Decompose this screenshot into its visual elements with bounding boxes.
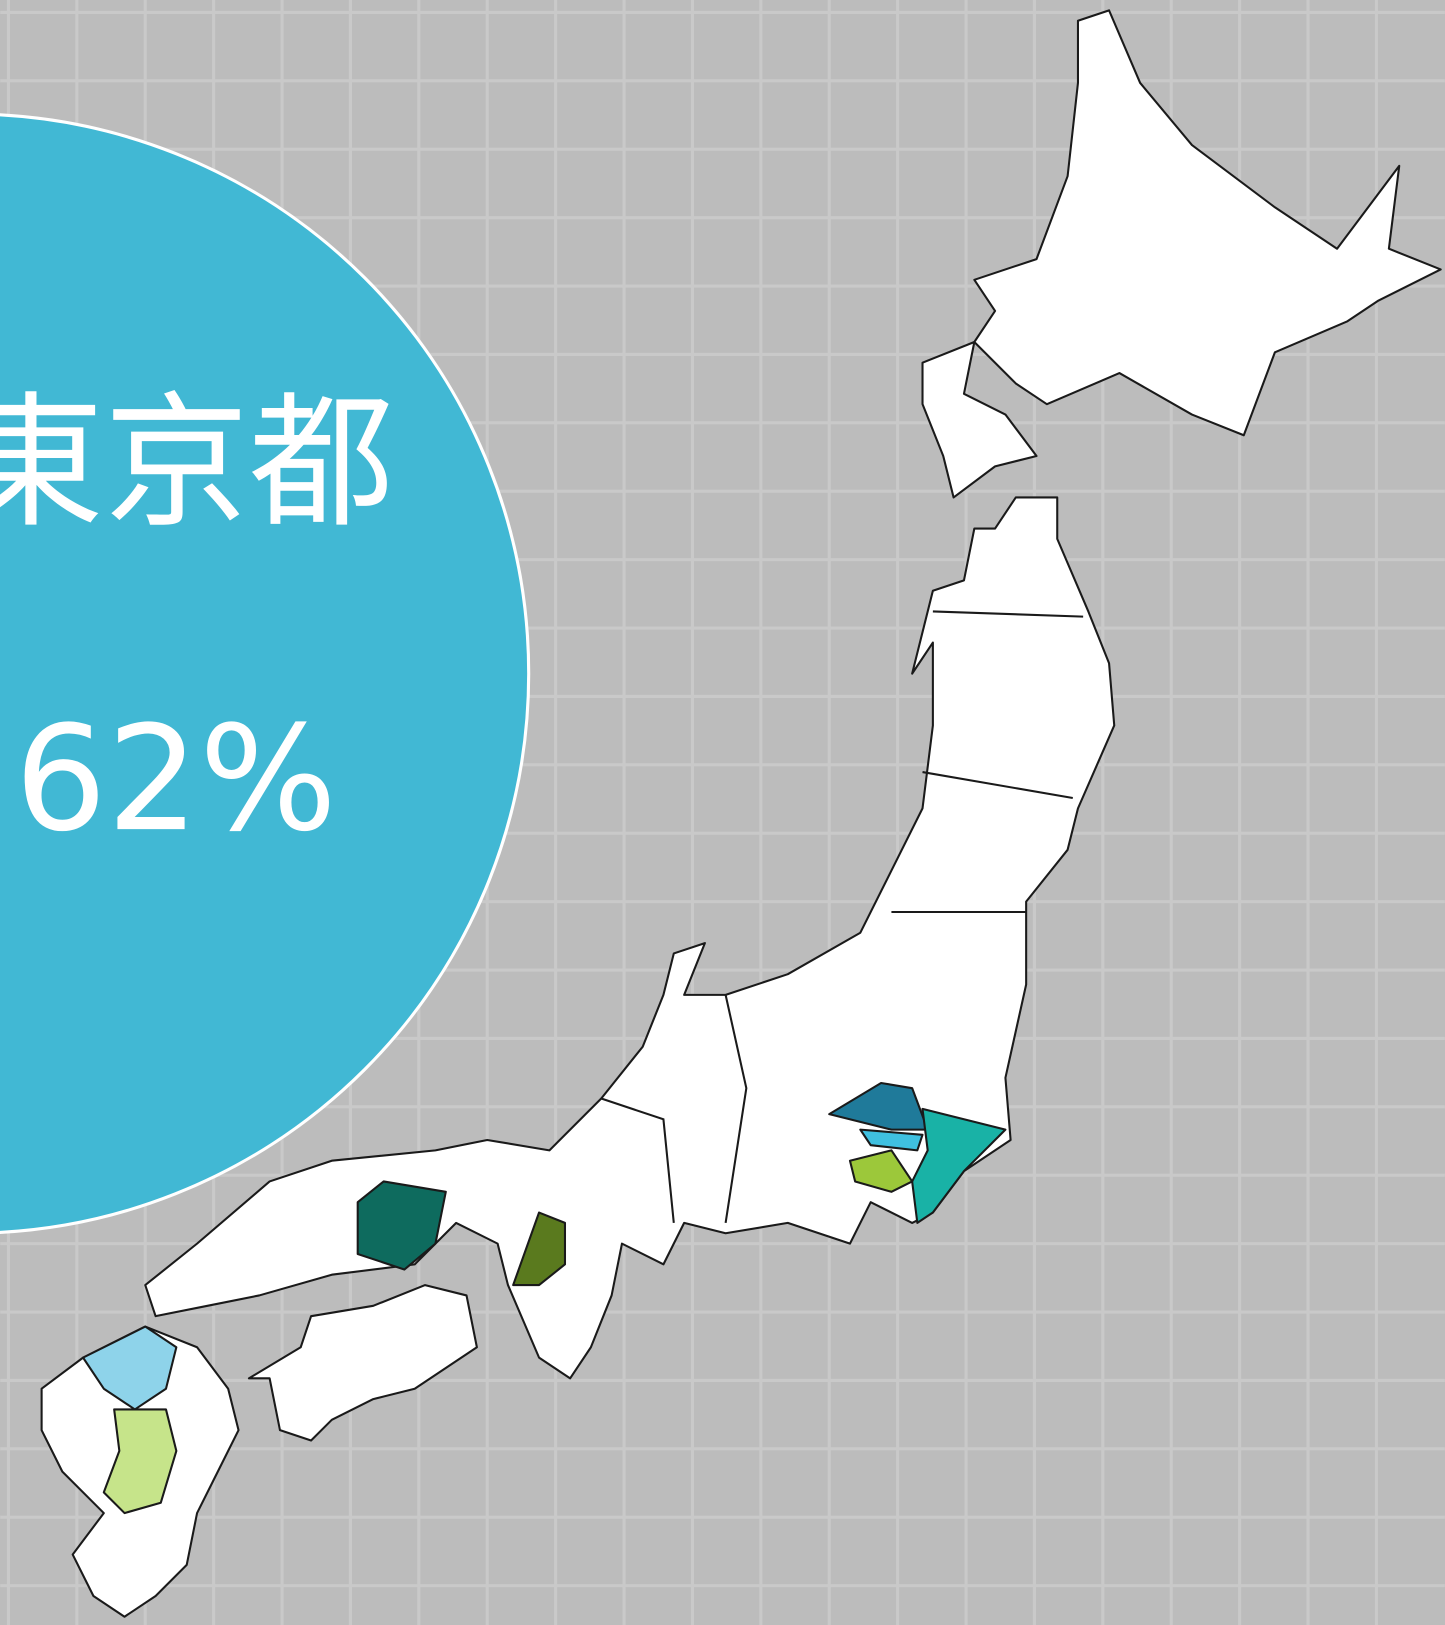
highlight-circle: [0, 113, 531, 1234]
borders: [922, 771, 1073, 800]
borders: [600, 1097, 675, 1223]
hokkaido-peninsula: [921, 340, 1038, 499]
kanagawa: [848, 1149, 914, 1193]
fukuoka: [82, 1325, 178, 1411]
shikoku: [247, 1284, 478, 1442]
okayama: [356, 1180, 447, 1271]
hyogo-south: [512, 1211, 567, 1287]
chiba: [911, 1107, 1007, 1224]
hokkaido: [973, 9, 1442, 437]
borders: [932, 610, 1084, 618]
saitama: [828, 1081, 929, 1131]
japan-map: [40, 9, 1442, 1618]
region-label: 東京都: [0, 379, 394, 548]
tokyo: [859, 1128, 924, 1152]
region-value: 62%: [15, 695, 337, 864]
kumamoto: [102, 1408, 178, 1515]
borders: [724, 994, 748, 1224]
